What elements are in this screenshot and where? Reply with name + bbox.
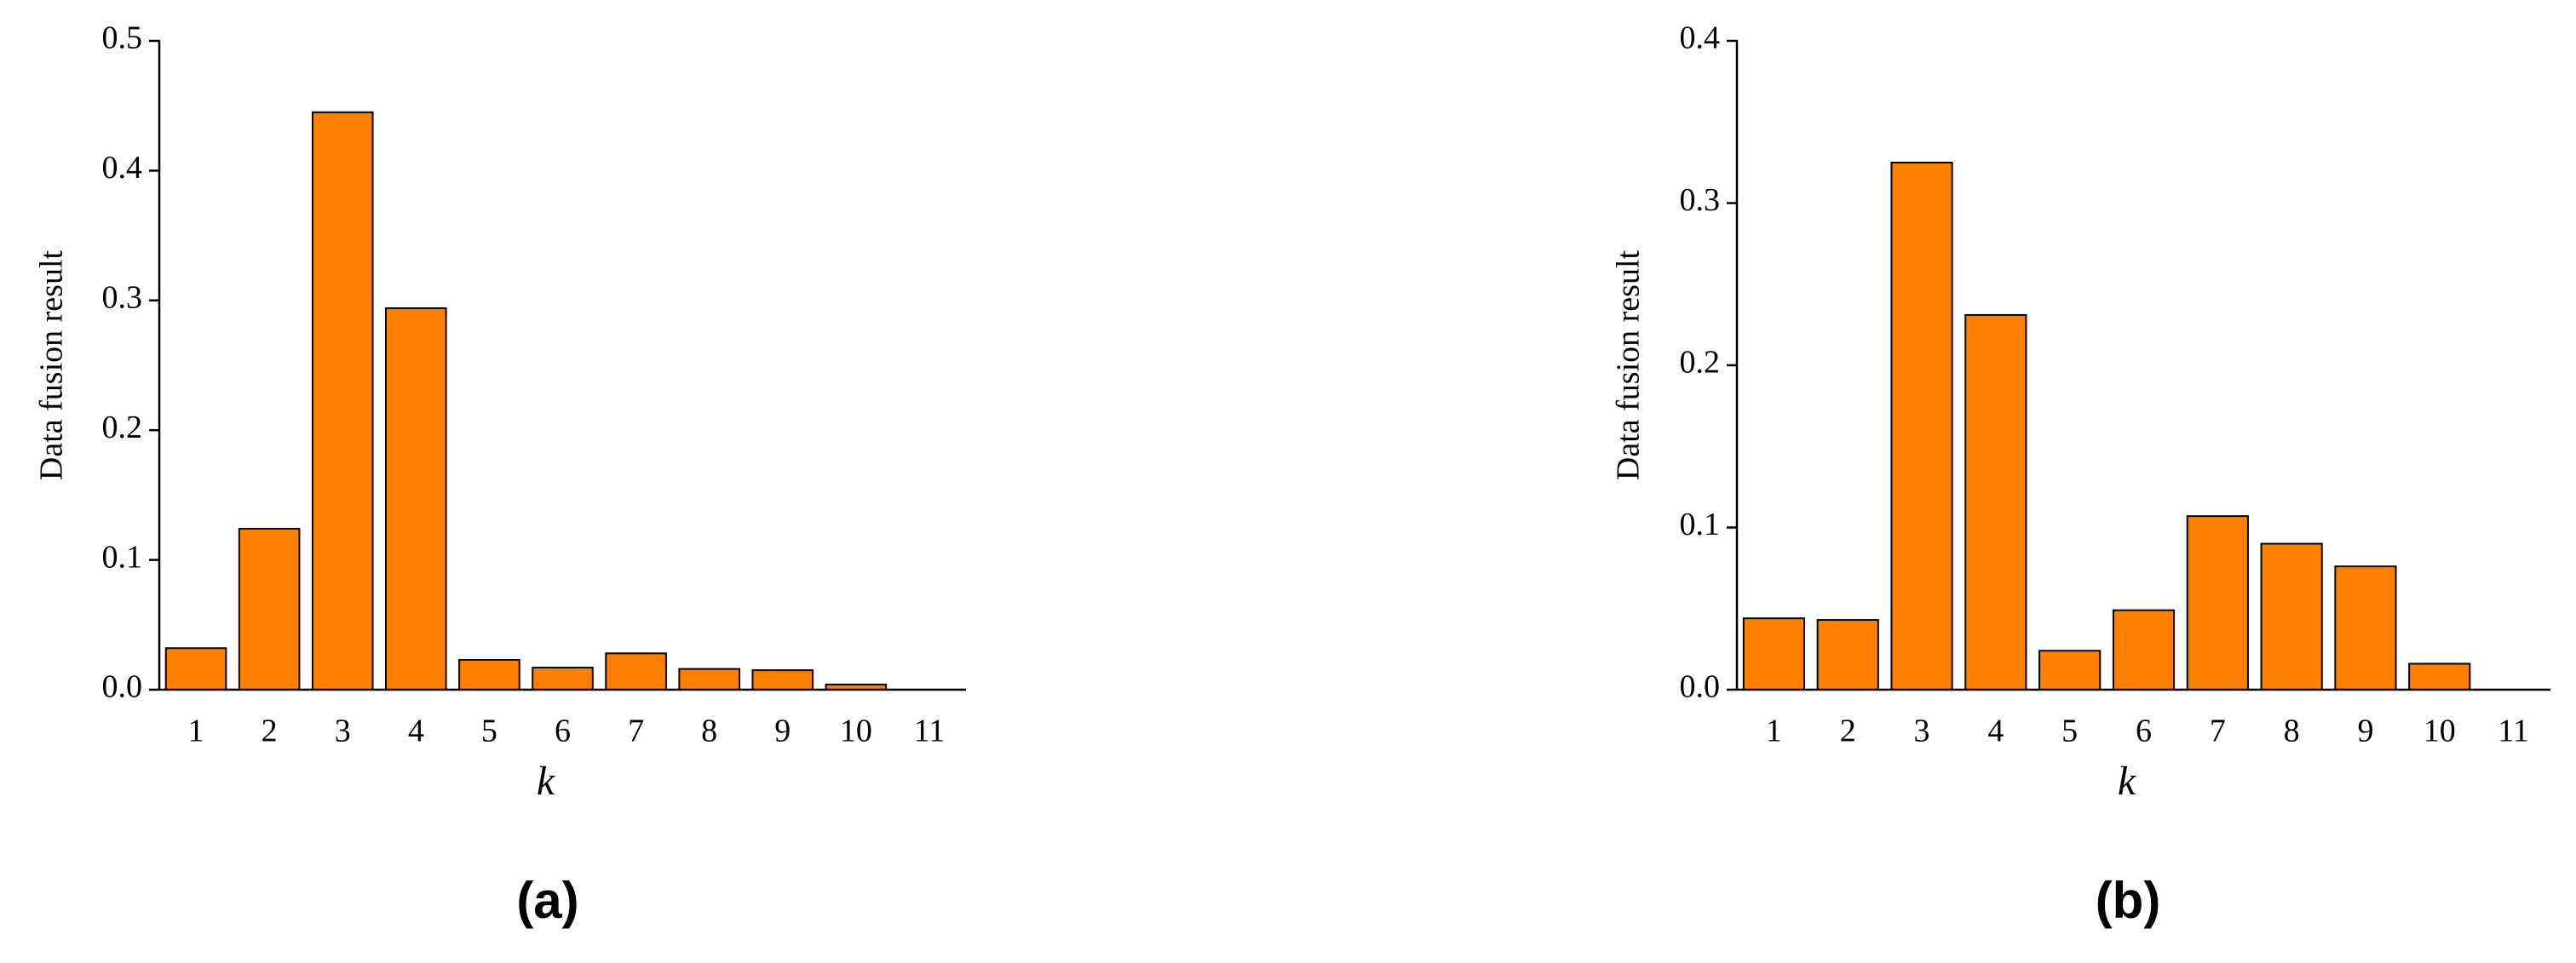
bar — [678, 668, 740, 691]
y-tick-label: 0.4 — [102, 150, 143, 186]
bar — [751, 669, 814, 691]
x-axis-title: k — [2118, 759, 2137, 804]
y-tick-label: 0.2 — [102, 410, 143, 445]
y-tick-label: 0.3 — [102, 280, 143, 316]
x-tick-label: 3 — [1914, 714, 1930, 749]
x-tick-label: 2 — [1840, 714, 1856, 749]
x-tick-label: 6 — [555, 714, 571, 749]
x-tick-label: 10 — [840, 714, 872, 749]
bar — [238, 528, 301, 691]
x-tick-label: 6 — [2136, 714, 2152, 749]
x-tick-label: 1 — [188, 714, 204, 749]
x-tick-label: 8 — [2284, 714, 2300, 749]
x-tick-label: 1 — [1766, 714, 1782, 749]
bar — [2112, 609, 2176, 691]
bar — [1816, 619, 1879, 691]
x-tick-label: 7 — [2210, 714, 2226, 749]
bar — [385, 307, 447, 691]
bar — [605, 652, 667, 691]
bar — [2038, 650, 2102, 691]
y-tick-label: 0.1 — [102, 539, 143, 575]
x-tick-label: 2 — [262, 714, 278, 749]
x-tick-label: 5 — [481, 714, 497, 749]
bar — [2260, 542, 2323, 691]
x-axis-title: k — [537, 759, 556, 804]
bar — [458, 658, 520, 691]
x-tick-label: 4 — [1987, 714, 2004, 749]
x-tick-label: 11 — [914, 714, 946, 749]
x-tick-label: 7 — [628, 714, 644, 749]
x-tick-label: 5 — [2061, 714, 2078, 749]
x-tick-label: 11 — [2498, 714, 2529, 749]
y-tick-label: 0.1 — [1680, 507, 1721, 542]
x-tick-label: 4 — [408, 714, 424, 749]
bar — [2408, 662, 2471, 691]
bar — [311, 111, 374, 691]
y-tick-label: 0.5 — [102, 20, 143, 56]
y-tick-label: 0.3 — [1680, 182, 1721, 218]
caption: (b) — [2096, 872, 2161, 929]
x-tick-label: 9 — [774, 714, 791, 749]
x-tick-label: 10 — [2424, 714, 2456, 749]
bar — [1890, 161, 1953, 691]
bar — [1964, 313, 2027, 691]
y-tick-label: 0.4 — [1680, 20, 1721, 56]
y-tick-label: 0.0 — [102, 669, 143, 705]
bar — [532, 667, 594, 691]
y-tick-label: 0.0 — [1680, 669, 1721, 705]
x-tick-label: 3 — [335, 714, 351, 749]
y-axis-title: Data fusion result — [34, 249, 70, 480]
x-tick-label: 9 — [2357, 714, 2373, 749]
bar — [2334, 565, 2397, 691]
y-axis-title: Data fusion result — [1611, 249, 1647, 480]
y-tick-label: 0.2 — [1680, 345, 1721, 381]
caption: (a) — [516, 872, 578, 929]
bar — [1742, 617, 1806, 691]
x-tick-label: 8 — [701, 714, 717, 749]
bar — [164, 647, 227, 691]
bar — [2186, 515, 2249, 691]
